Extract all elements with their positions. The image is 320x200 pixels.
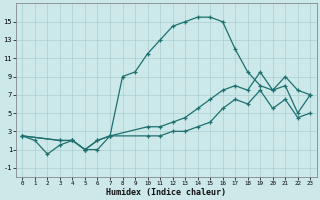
X-axis label: Humidex (Indice chaleur): Humidex (Indice chaleur): [106, 188, 226, 197]
